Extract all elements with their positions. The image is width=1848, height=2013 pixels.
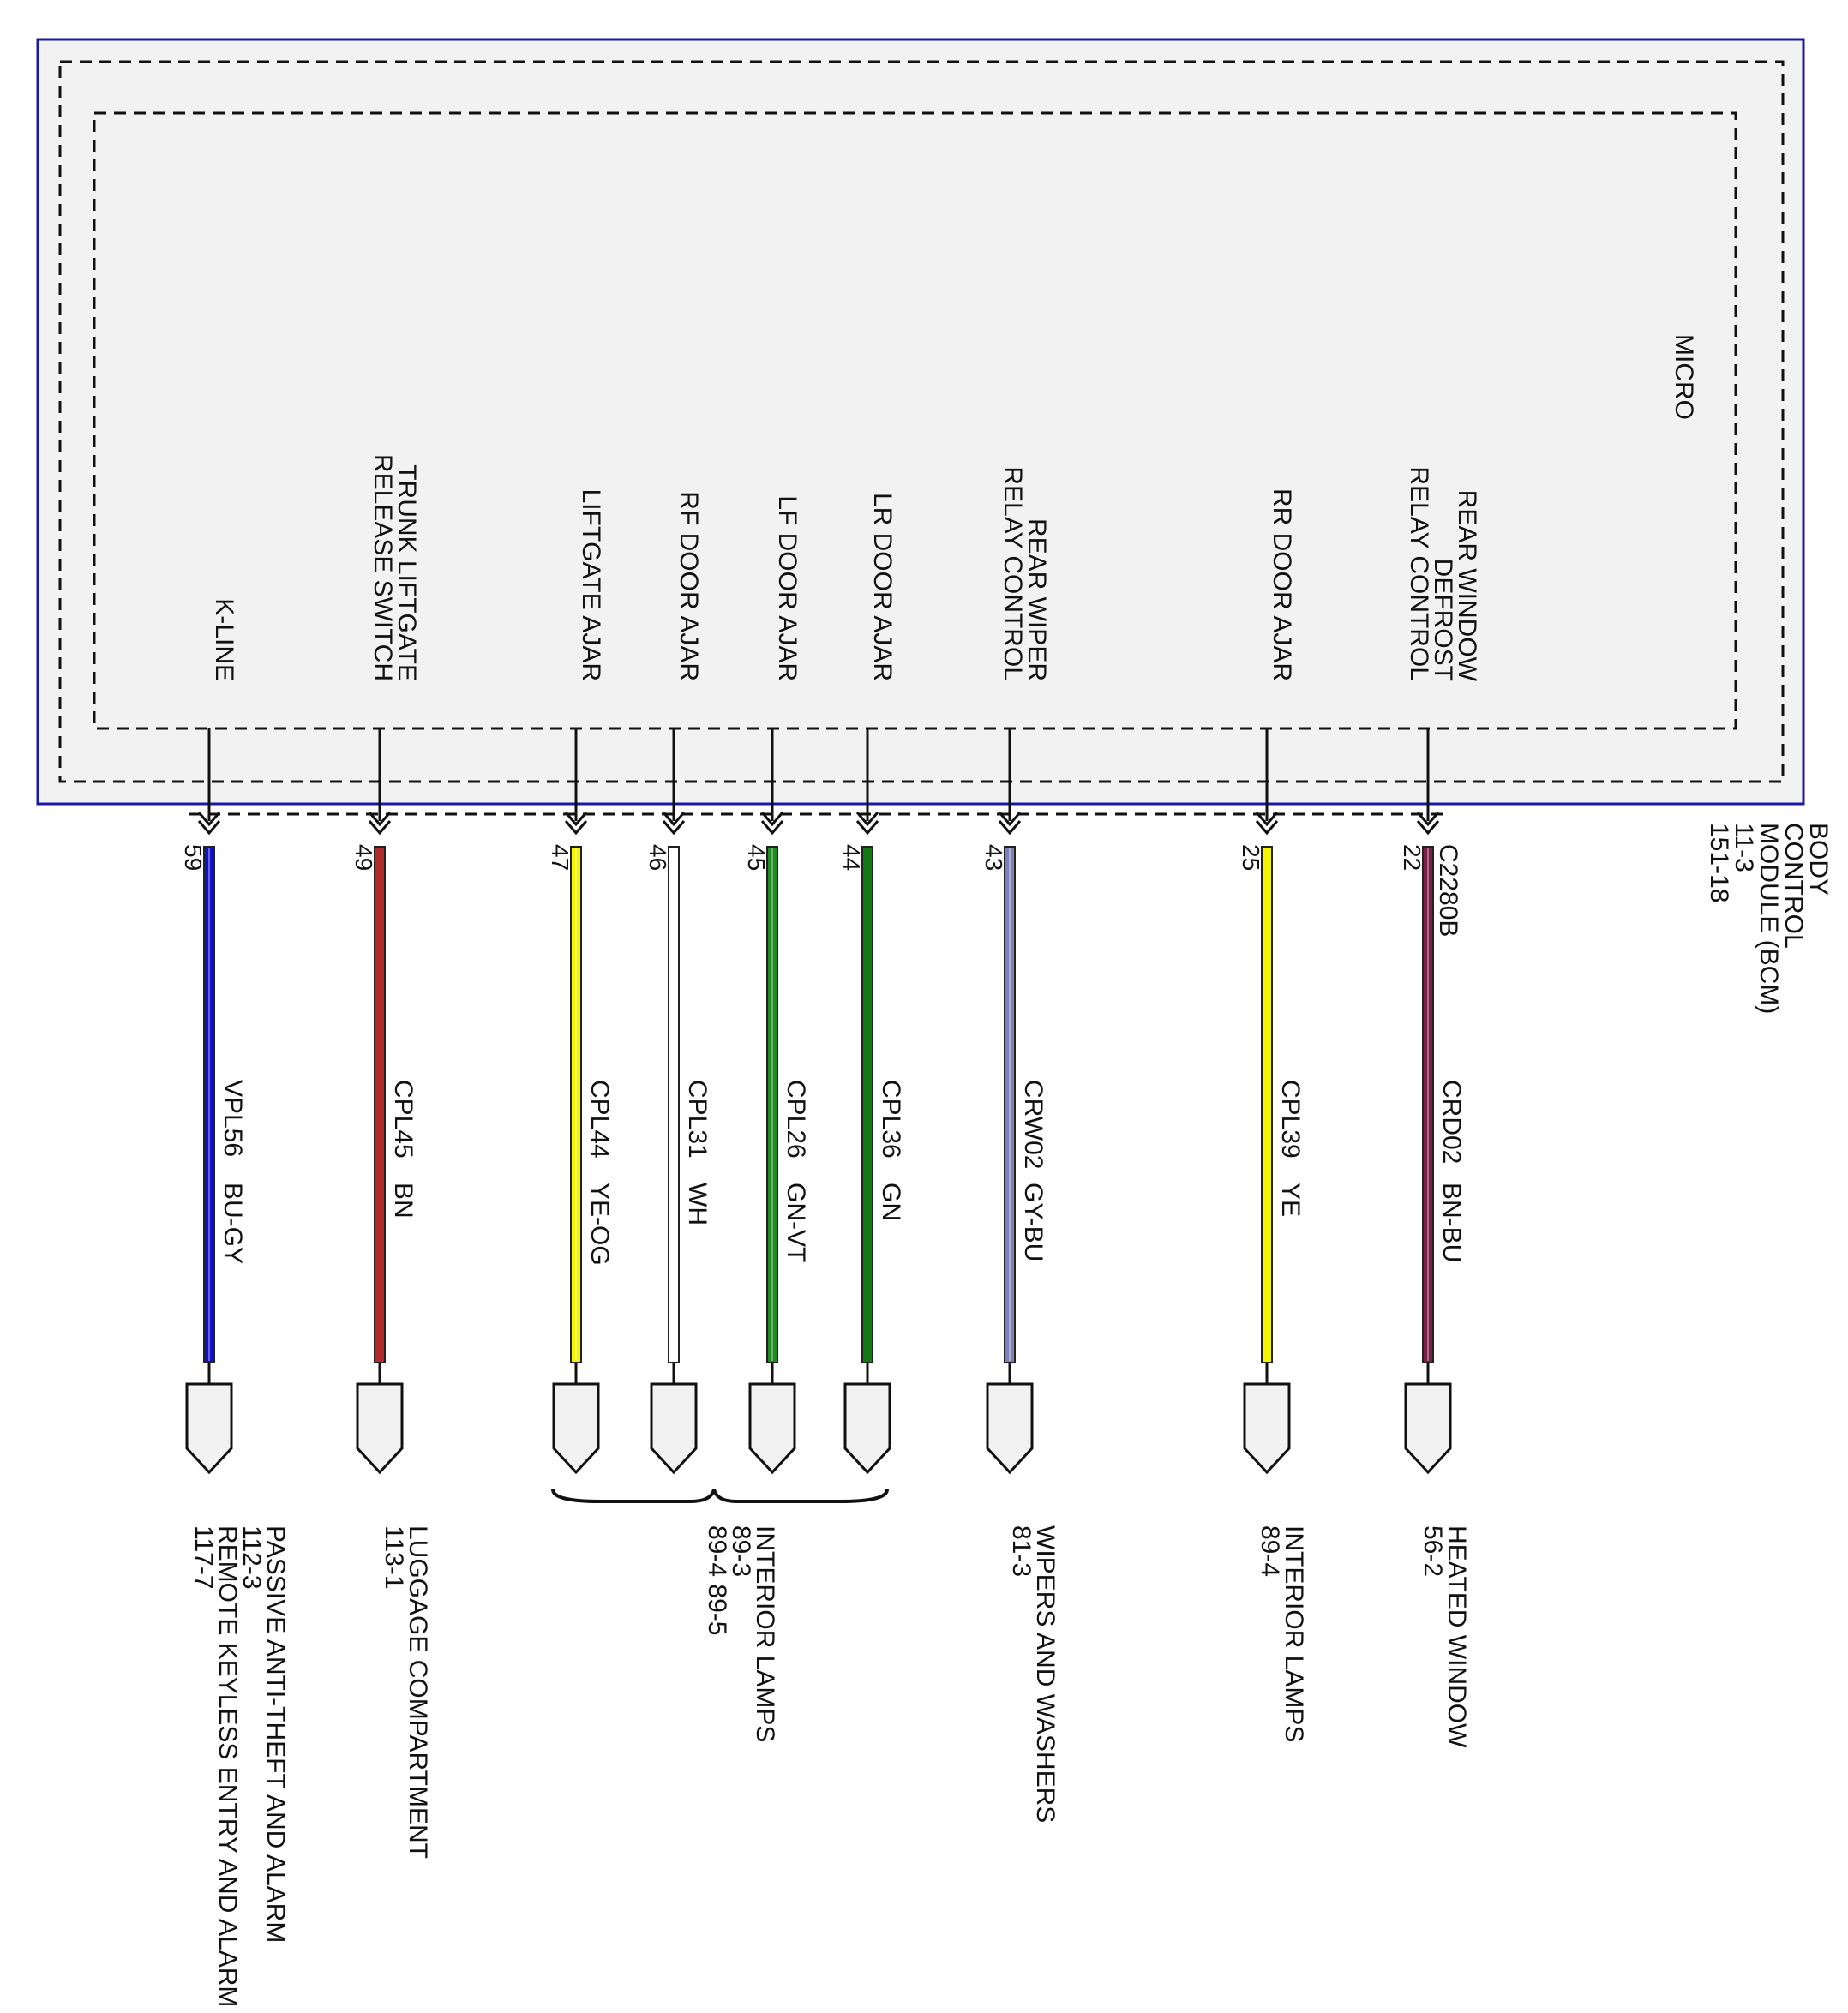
circuit-label: CPL36 (877, 1080, 905, 1159)
bcm-name-line-1: BODY (1804, 823, 1833, 896)
terminal-connector[interactable] (748, 1382, 796, 1475)
terminal-connector[interactable] (552, 1382, 600, 1475)
connector-pin-chevron (197, 812, 221, 836)
connector-id-label: C2280B (1434, 844, 1462, 937)
terminal-connector[interactable] (185, 1382, 233, 1475)
pin-function-label: LR DOOR AJAR (868, 493, 897, 681)
pin-number: 22 (1399, 844, 1425, 871)
bcm-dashed-boundary (58, 60, 1785, 783)
micro-dashed-boundary (93, 111, 1737, 730)
pin-function-label: RR DOOR AJAR (1268, 488, 1296, 681)
wires-group: K-LINE 59 VPL56 BU-GY TRUNK LIFTGATERELEASE … (180, 454, 1481, 1475)
wire-color-label: WH (683, 1183, 711, 1225)
destination-label: WIPERS AND WASHERS (1031, 1525, 1059, 1823)
wire-color-label: GN-VT (782, 1183, 810, 1262)
pin-function-label: RELAY CONTROL (999, 466, 1027, 681)
pin-number: 44 (838, 844, 865, 871)
circuit-label: CPL39 (1276, 1080, 1305, 1159)
terminal-connector[interactable] (1243, 1382, 1291, 1475)
pin-function-label: LF DOOR AJAR (773, 495, 801, 681)
terminal-connector[interactable] (650, 1382, 698, 1475)
connector-pin-chevron (662, 812, 686, 836)
wire-cpl31[interactable] (668, 846, 680, 1363)
micro-label: MICRO (1670, 334, 1698, 420)
pin-number: 49 (351, 844, 377, 871)
pin-function-label: K-LINE (210, 598, 238, 681)
connector-pin-chevron (368, 812, 392, 836)
circuit-label: CRW02 (1019, 1080, 1047, 1169)
destinations-group: PASSIVE ANTI-THEFT AND ALARM112-3REMOTE … (189, 1525, 1471, 2007)
terminal-connector[interactable] (843, 1382, 891, 1475)
destination-label: 112-3 (237, 1525, 266, 1590)
wire-cpl36[interactable] (861, 846, 873, 1363)
wire-color-label: GN (877, 1183, 905, 1221)
connector-pin-chevron (855, 812, 879, 836)
connector-pin-chevron (1416, 812, 1440, 836)
pin-function-label: REAR WIPER (1023, 518, 1051, 681)
destination-label: LUGGAGE COMPARTMENT (404, 1525, 432, 1859)
pin-function-label: REAR WINDOW (1453, 490, 1481, 682)
destination-label: PASSIVE ANTI-THEFT AND ALARM (261, 1525, 290, 1943)
wire-color-label: YE (1276, 1183, 1305, 1217)
wire-color-label: YE-OG (585, 1183, 614, 1266)
circuit-label: CRD02 (1437, 1080, 1466, 1164)
pin-function-label: LIFTGATE AJAR (577, 489, 605, 682)
destination-label: 89-3 (727, 1525, 755, 1577)
destination-label: 89-4 89-5 (703, 1525, 731, 1635)
pin-function-label: RELEASE SWITCH (369, 454, 397, 681)
pin-number: 43 (981, 844, 1007, 871)
circuit-label: CPL45 (389, 1080, 417, 1159)
bcm-name-line-4: 11-3 (1730, 823, 1758, 872)
pin-number: 46 (645, 844, 671, 871)
destination-label: INTERIOR LAMPS (751, 1525, 779, 1742)
wire-color-label: BN (389, 1183, 417, 1219)
connector-pin-chevron (564, 812, 588, 836)
pin-number: 59 (180, 844, 207, 871)
destination-label: INTERIOR LAMPS (1280, 1525, 1308, 1742)
terminal-connector[interactable] (356, 1382, 404, 1475)
wire-cpl45[interactable] (374, 846, 386, 1363)
pin-function-label: RELAY CONTROL (1405, 466, 1433, 681)
pin-function-label: RF DOOR AJAR (675, 491, 703, 681)
destination-label: 81-3 (1007, 1525, 1035, 1577)
interior-lamps-brace (551, 1489, 889, 1503)
pin-function-label: DEFROST (1429, 559, 1457, 681)
bcm-name-line-3: MODULE (BCM) (1755, 823, 1783, 1014)
destination-label: REMOTE KEYLESS ENTRY AND ALARM (213, 1525, 242, 2007)
destination-label: 56-2 (1419, 1525, 1447, 1577)
connector-pin-chevron (998, 812, 1022, 836)
destination-label: 113-1 (380, 1525, 408, 1590)
wire-color-label: BN-BU (1437, 1183, 1466, 1262)
bcm-name-line-2: CONTROL (1779, 823, 1808, 949)
pin-number: 25 (1238, 844, 1264, 871)
destination-label: 117-7 (189, 1525, 218, 1590)
circuit-label: CPL26 (782, 1080, 810, 1159)
terminal-connector[interactable] (986, 1382, 1034, 1475)
connector-pin-chevron (1255, 812, 1279, 836)
bcm-name-line-5: 151-18 (1705, 823, 1733, 902)
wire-color-label: GY-BU (1019, 1183, 1047, 1261)
connector-pin-chevron (760, 812, 784, 836)
pin-number: 45 (743, 844, 770, 871)
bcm-module-frame (36, 38, 1805, 806)
wire-cpl39[interactable] (1261, 846, 1273, 1363)
destination-label: HEATED WINDOW (1443, 1525, 1471, 1748)
circuit-label: CPL44 (585, 1080, 614, 1159)
pin-number: 47 (547, 844, 573, 871)
destination-label: 89-4 (1256, 1525, 1284, 1577)
pin-function-label: TRUNK LIFTGATE (393, 464, 421, 681)
circuit-label: VPL56 (219, 1080, 247, 1157)
wire-color-label: BU-GY (219, 1183, 247, 1264)
terminal-connector[interactable] (1404, 1382, 1452, 1475)
circuit-label: CPL31 (683, 1080, 711, 1159)
